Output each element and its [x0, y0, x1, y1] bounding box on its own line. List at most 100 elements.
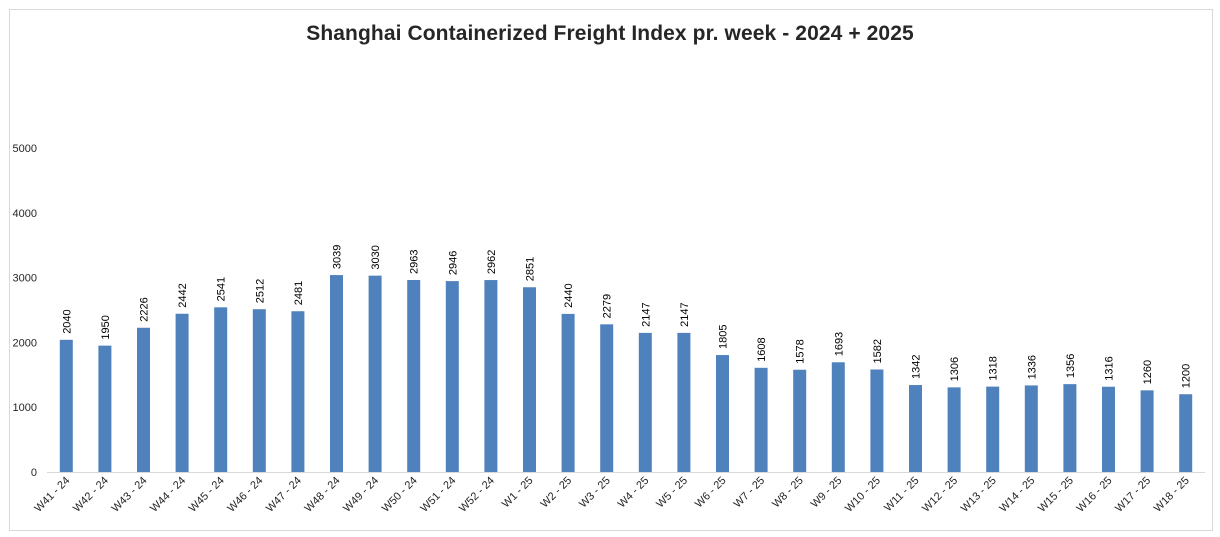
- data-label: 1342: [911, 355, 923, 379]
- data-label: 1578: [795, 339, 807, 363]
- bar: [368, 275, 382, 472]
- data-label: 2226: [139, 297, 151, 321]
- y-axis: 0 1000 2000 3000 4000 5000: [13, 143, 37, 479]
- data-label: 2279: [602, 294, 614, 318]
- bar: [330, 275, 343, 472]
- x-tick-label: W42 - 24: [71, 475, 111, 515]
- data-label: 1805: [718, 325, 730, 349]
- chart-frame: [9, 9, 1213, 531]
- bar: [137, 327, 150, 472]
- bar: [986, 386, 1000, 472]
- x-tick-label: W8 - 25: [770, 475, 806, 511]
- data-label: 1608: [756, 337, 768, 361]
- x-tick-label: W43 - 24: [110, 475, 150, 515]
- bar: [793, 369, 807, 472]
- x-tick-label: W9 - 25: [809, 475, 845, 511]
- x-tick-label: W3 - 25: [577, 475, 613, 511]
- y-tick-label: 3000: [13, 273, 37, 285]
- bar: [1179, 394, 1193, 472]
- data-label: 1356: [1065, 354, 1077, 378]
- bars: [59, 275, 1193, 472]
- x-tick-label: W17 - 25: [1113, 475, 1153, 515]
- chart-title: Shanghai Containerized Freight Index pr.…: [306, 22, 914, 45]
- x-tick-label: W46 - 24: [225, 475, 265, 515]
- bar: [214, 307, 228, 472]
- data-label: 2040: [61, 309, 73, 333]
- bar: [909, 385, 922, 472]
- data-label: 2962: [486, 250, 498, 274]
- x-tick-label: W4 - 25: [616, 475, 652, 511]
- data-labels: 2040 1950 2226 2442 2541 2512 2481 3039 3030 2963…: [61, 245, 1192, 389]
- x-tick-label: W45 - 24: [187, 475, 227, 515]
- bar: [754, 367, 768, 472]
- x-tick-label: W11 - 25: [882, 475, 921, 514]
- bar: [1102, 386, 1115, 472]
- bar: [870, 369, 884, 472]
- x-tick-label: W6 - 25: [693, 475, 729, 511]
- bar: [1063, 384, 1077, 472]
- bar: [677, 332, 691, 472]
- y-tick-label: 0: [31, 467, 37, 479]
- bar: [175, 313, 189, 472]
- x-tick-label: W12 - 25: [920, 475, 960, 515]
- x-tick-label: W18 - 25: [1152, 475, 1192, 515]
- data-label: 2963: [409, 250, 421, 274]
- bar: [59, 339, 73, 472]
- bar: [716, 355, 729, 472]
- bar: [947, 387, 961, 472]
- bar: [1140, 390, 1154, 472]
- x-tick-label: W13 - 25: [959, 475, 999, 515]
- data-label: 2440: [563, 283, 575, 307]
- y-tick-label: 4000: [13, 208, 37, 220]
- bar: [484, 280, 498, 472]
- data-label: 1318: [988, 356, 1000, 380]
- data-label: 2147: [679, 302, 691, 326]
- x-tick-label: W47 - 24: [264, 475, 304, 515]
- bar: [638, 332, 652, 472]
- y-tick-label: 1000: [13, 402, 37, 414]
- data-label: 2512: [254, 279, 266, 303]
- data-label: 1950: [100, 315, 112, 339]
- bar: [1024, 385, 1038, 472]
- x-tick-label: W16 - 25: [1075, 475, 1115, 515]
- data-label: 1306: [949, 357, 961, 381]
- x-tick-label: W50 - 24: [380, 475, 420, 515]
- data-label: 1582: [872, 339, 884, 363]
- x-tick-label: W5 - 25: [654, 475, 690, 511]
- x-tick-label: W52 - 24: [457, 475, 497, 515]
- data-label: 2147: [640, 302, 652, 326]
- x-tick-label: W1 - 25: [500, 475, 536, 511]
- data-label: 2481: [293, 281, 305, 305]
- x-tick-label: W7 - 25: [732, 475, 768, 511]
- data-label: 2851: [525, 257, 537, 281]
- x-tick-label: W48 - 24: [303, 475, 343, 515]
- x-tick-label: W49 - 24: [341, 475, 381, 515]
- bar: [831, 362, 845, 472]
- x-tick-label: W15 - 25: [1036, 475, 1076, 515]
- data-label: 1316: [1104, 356, 1116, 380]
- y-tick-label: 2000: [13, 337, 37, 349]
- y-tick-label: 5000: [13, 143, 37, 155]
- x-tick-label: W14 - 25: [997, 475, 1037, 515]
- data-label: 3030: [370, 245, 382, 269]
- data-label: 2946: [447, 251, 459, 275]
- data-label: 1693: [833, 332, 845, 356]
- bar: [561, 313, 575, 472]
- data-label: 1260: [1142, 360, 1154, 384]
- data-label: 2442: [177, 283, 189, 307]
- data-label: 1200: [1181, 364, 1193, 388]
- x-tick-label: W41 - 24: [32, 475, 72, 515]
- bar: [523, 287, 536, 472]
- x-tick-label: W51 - 24: [418, 475, 458, 515]
- data-label: 3039: [332, 245, 344, 269]
- bar: [252, 309, 266, 472]
- bar: [600, 324, 614, 472]
- bar: [98, 345, 112, 472]
- bar: [291, 311, 305, 472]
- bar: [445, 281, 459, 472]
- x-tick-label: W10 - 25: [843, 475, 883, 515]
- x-tick-label: W44 - 24: [148, 475, 188, 515]
- data-label: 1336: [1026, 355, 1038, 379]
